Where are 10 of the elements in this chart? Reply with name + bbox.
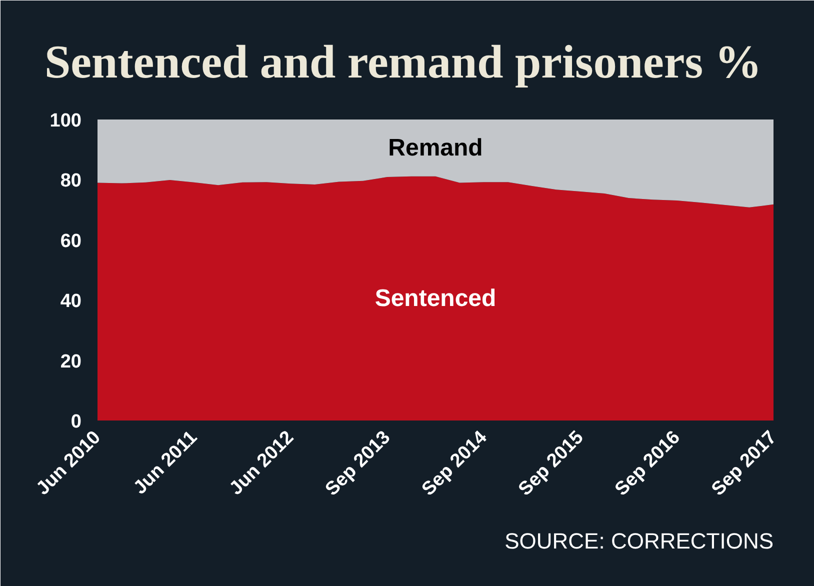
y-tick-label: 80 [60, 170, 82, 192]
y-tick-label: 40 [60, 291, 82, 312]
series-label: Sentenced [374, 284, 496, 312]
series-label: Remand [388, 134, 483, 162]
source-note: SOURCE: CORRECTIONS [504, 528, 774, 554]
y-tick-label: 100 [50, 110, 82, 132]
y-tick-label: 0 [70, 412, 82, 432]
y-tick-label: 60 [60, 230, 82, 252]
y-tick-label: 20 [60, 351, 82, 372]
chart-title: Sentenced and remand prisoners % [44, 36, 762, 88]
